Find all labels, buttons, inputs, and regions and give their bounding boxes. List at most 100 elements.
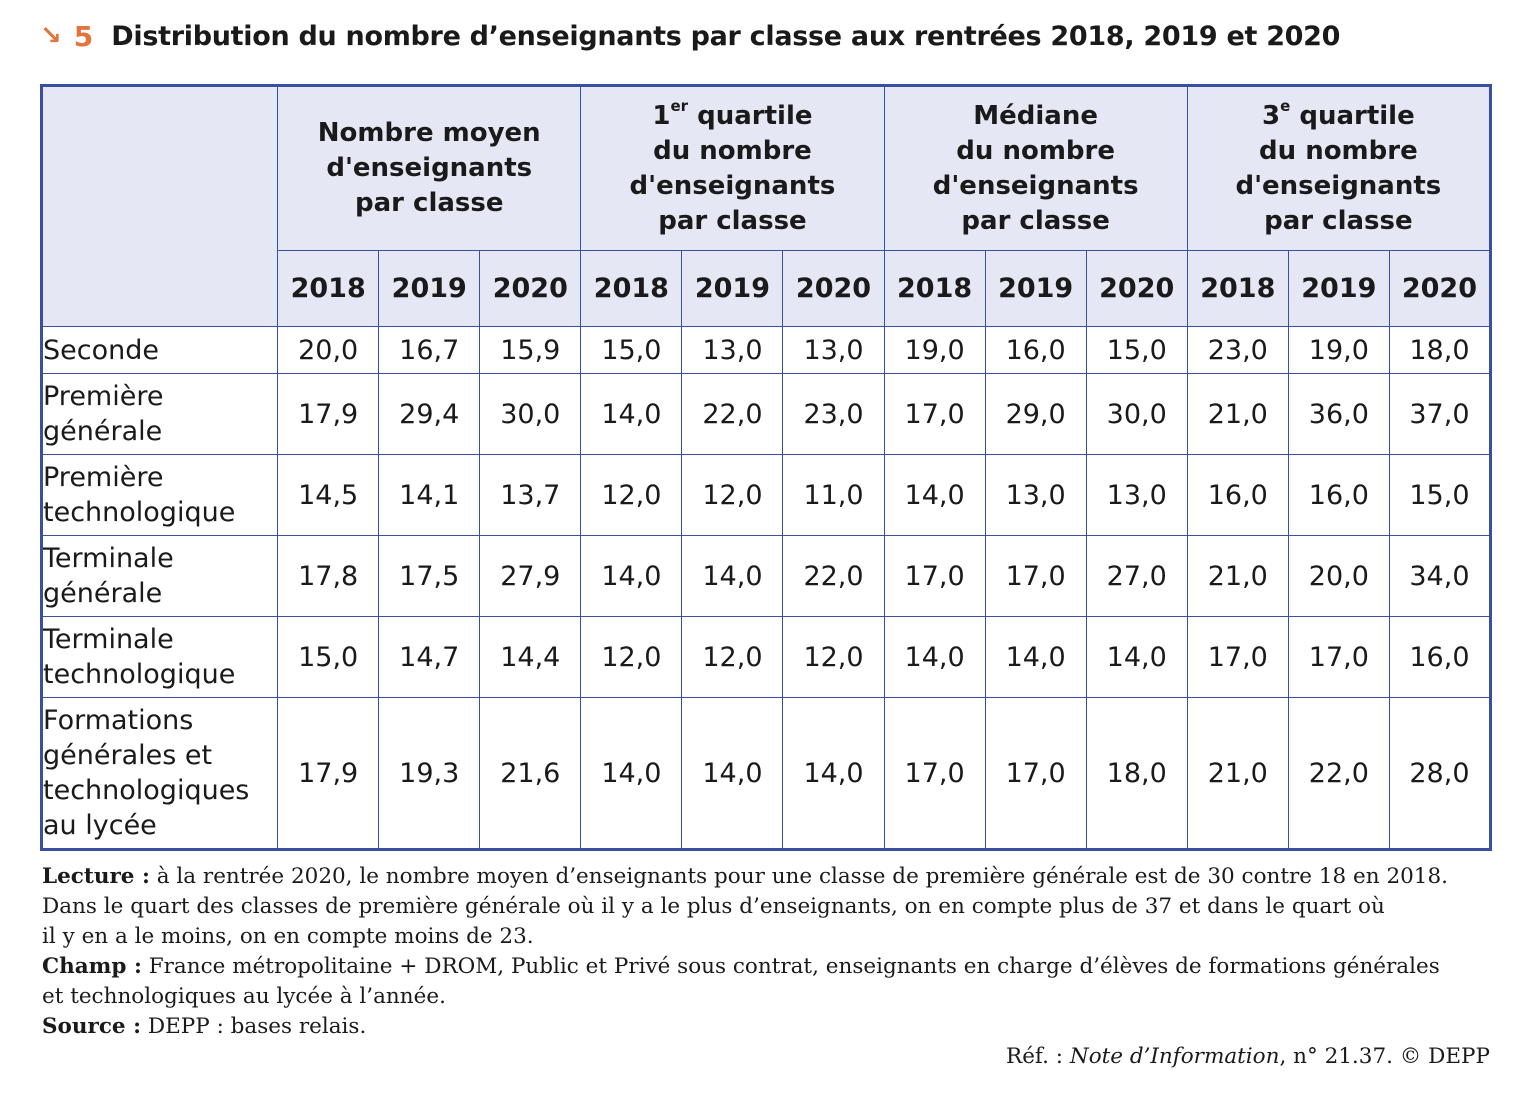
table-cell: 15,9	[479, 326, 582, 374]
row-label-line: technologique	[43, 659, 236, 690]
year-header: 2019	[1287, 250, 1390, 327]
table-cell: 14,1	[378, 454, 481, 536]
group-header-line: du nombre	[1259, 135, 1418, 166]
year-header: 2020	[479, 250, 582, 327]
table-cell: 14,5	[277, 454, 380, 536]
table-cell: 14,0	[883, 616, 986, 698]
group-header-line: par classe	[355, 188, 504, 218]
table-cell: 17,8	[277, 535, 380, 617]
year-header: 2019	[984, 250, 1087, 327]
year-header: 2020	[782, 250, 885, 327]
table-cell: 14,0	[782, 697, 885, 850]
row-label-line: Première	[43, 462, 164, 493]
lecture-line: Lecture : à la rentrée 2020, le nombre m…	[42, 864, 1448, 889]
table-cell: 13,0	[681, 326, 784, 374]
year-header: 2020	[1388, 250, 1492, 327]
table-cell: 17,0	[883, 697, 986, 850]
group-header-median: Médiane du nombre d'enseignants par clas…	[883, 85, 1188, 251]
group-header-line: Médiane	[973, 100, 1098, 131]
champ-line: et technologiques au lycée à l’année.	[42, 984, 446, 1009]
row-label-line: Terminale	[43, 543, 174, 574]
group-header-q3: 3e quartile du nombre d'enseignants par …	[1186, 85, 1492, 251]
table-cell: 14,0	[681, 697, 784, 850]
group-header-row: Nombre moyen d'enseignants par classe 1e…	[40, 85, 1492, 327]
table-cell: 15,0	[1388, 454, 1492, 536]
row-label-line: Première	[43, 381, 164, 412]
row-label-line: générales et	[43, 740, 213, 771]
reference: Réf. : Note d’Information, n° 21.37. © D…	[1006, 1044, 1490, 1069]
year-header: 2018	[580, 250, 683, 327]
group-header-line: d'enseignants	[326, 153, 533, 183]
row-label-line: technologiques	[43, 775, 250, 806]
table-cell: 12,0	[580, 454, 683, 536]
year-header: 2019	[378, 250, 481, 327]
year-header: 2020	[1085, 250, 1188, 327]
table-cell: 17,0	[1186, 616, 1289, 698]
row-label-line: Seconde	[43, 334, 159, 366]
group-header-line: du nombre	[653, 135, 812, 166]
table-cell: 30,0	[479, 373, 582, 455]
table-cell: 22,0	[782, 535, 885, 617]
table-cell: 12,0	[681, 454, 784, 536]
table-cell: 16,7	[378, 326, 481, 374]
table-cell: 19,3	[378, 697, 481, 850]
table-cell: 23,0	[1186, 326, 1289, 374]
table-cell: 17,0	[984, 535, 1087, 617]
row-label: Seconde	[40, 326, 279, 374]
row-label-line: au lycée	[43, 810, 157, 841]
table-cell: 29,4	[378, 373, 481, 455]
year-header: 2018	[277, 250, 380, 327]
table-cell: 15,0	[1085, 326, 1188, 374]
table-cell: 16,0	[984, 326, 1087, 374]
corner-cell	[40, 85, 279, 327]
table-cell: 18,0	[1085, 697, 1188, 850]
row-label-line: générale	[43, 416, 163, 447]
champ-line: Champ : France métropolitaine + DROM, Pu…	[42, 954, 1440, 979]
group-header-line: d'enseignants	[932, 170, 1139, 201]
table-cell: 17,9	[277, 697, 380, 850]
figure-title: ↘ 5 Distribution du nombre d’enseignants…	[40, 14, 1340, 58]
group-header-q1: 1er quartile du nombre d'enseignants par…	[580, 85, 885, 251]
table-cell: 21,0	[1186, 373, 1289, 455]
table-cell: 36,0	[1287, 373, 1390, 455]
table-cell: 17,9	[277, 373, 380, 455]
table-row: Seconde 20,0 16,7 15,9 15,0 13,0 13,0 19,0 16,0 1…	[40, 326, 1492, 374]
group-header-mean: Nombre moyen d'enseignants par classe	[277, 85, 582, 251]
table-cell: 13,7	[479, 454, 582, 536]
table-cell: 16,0	[1287, 454, 1390, 536]
table-cell: 34,0	[1388, 535, 1492, 617]
group-header-line: 1er quartile	[652, 96, 813, 131]
table-cell: 37,0	[1388, 373, 1492, 455]
row-label: Terminale générale	[40, 535, 279, 617]
table-cell: 17,5	[378, 535, 481, 617]
row-label: Formations générales et technologiques au l…	[40, 697, 279, 850]
table-row: Première générale 17,9 29,4 30,0 14,0 22,0 23,0…	[40, 373, 1492, 455]
table-cell: 27,9	[479, 535, 582, 617]
table-cell: 13,0	[782, 326, 885, 374]
arrow-icon: ↘	[40, 21, 62, 51]
row-label: Terminale technologique	[40, 616, 279, 698]
figure-number: 5	[73, 19, 94, 53]
lecture-line: Dans le quart des classes de première gé…	[42, 894, 1385, 919]
row-label: Première technologique	[40, 454, 279, 536]
table-cell: 13,0	[1085, 454, 1188, 536]
row-label-line: technologique	[43, 497, 236, 528]
table-row: Terminale générale 17,8 17,5 27,9 14,0 14,0 22,…	[40, 535, 1492, 617]
table-cell: 17,0	[883, 535, 986, 617]
table-cell: 14,0	[580, 535, 683, 617]
notes-block: Lecture : à la rentrée 2020, le nombre m…	[42, 862, 1492, 1042]
table-cell: 17,0	[883, 373, 986, 455]
table-cell: 21,0	[1186, 535, 1289, 617]
data-table: Nombre moyen d'enseignants par classe 1e…	[40, 84, 1492, 851]
table-cell: 14,0	[1085, 616, 1188, 698]
figure-title-text: Distribution du nombre d’enseignants par…	[111, 20, 1341, 52]
table-cell: 20,0	[1287, 535, 1390, 617]
year-header-row: 2018 2019 2020 2018 2019 2020 2018 2019 …	[42, 250, 1492, 327]
row-label-line: générale	[43, 578, 163, 609]
table-row: Formations générales et technologiques au l…	[40, 697, 1492, 850]
table-cell: 14,4	[479, 616, 582, 698]
table-cell: 30,0	[1085, 373, 1188, 455]
table-cell: 20,0	[277, 326, 380, 374]
table-cell: 22,0	[1287, 697, 1390, 850]
group-header-line: d'enseignants	[629, 170, 836, 201]
